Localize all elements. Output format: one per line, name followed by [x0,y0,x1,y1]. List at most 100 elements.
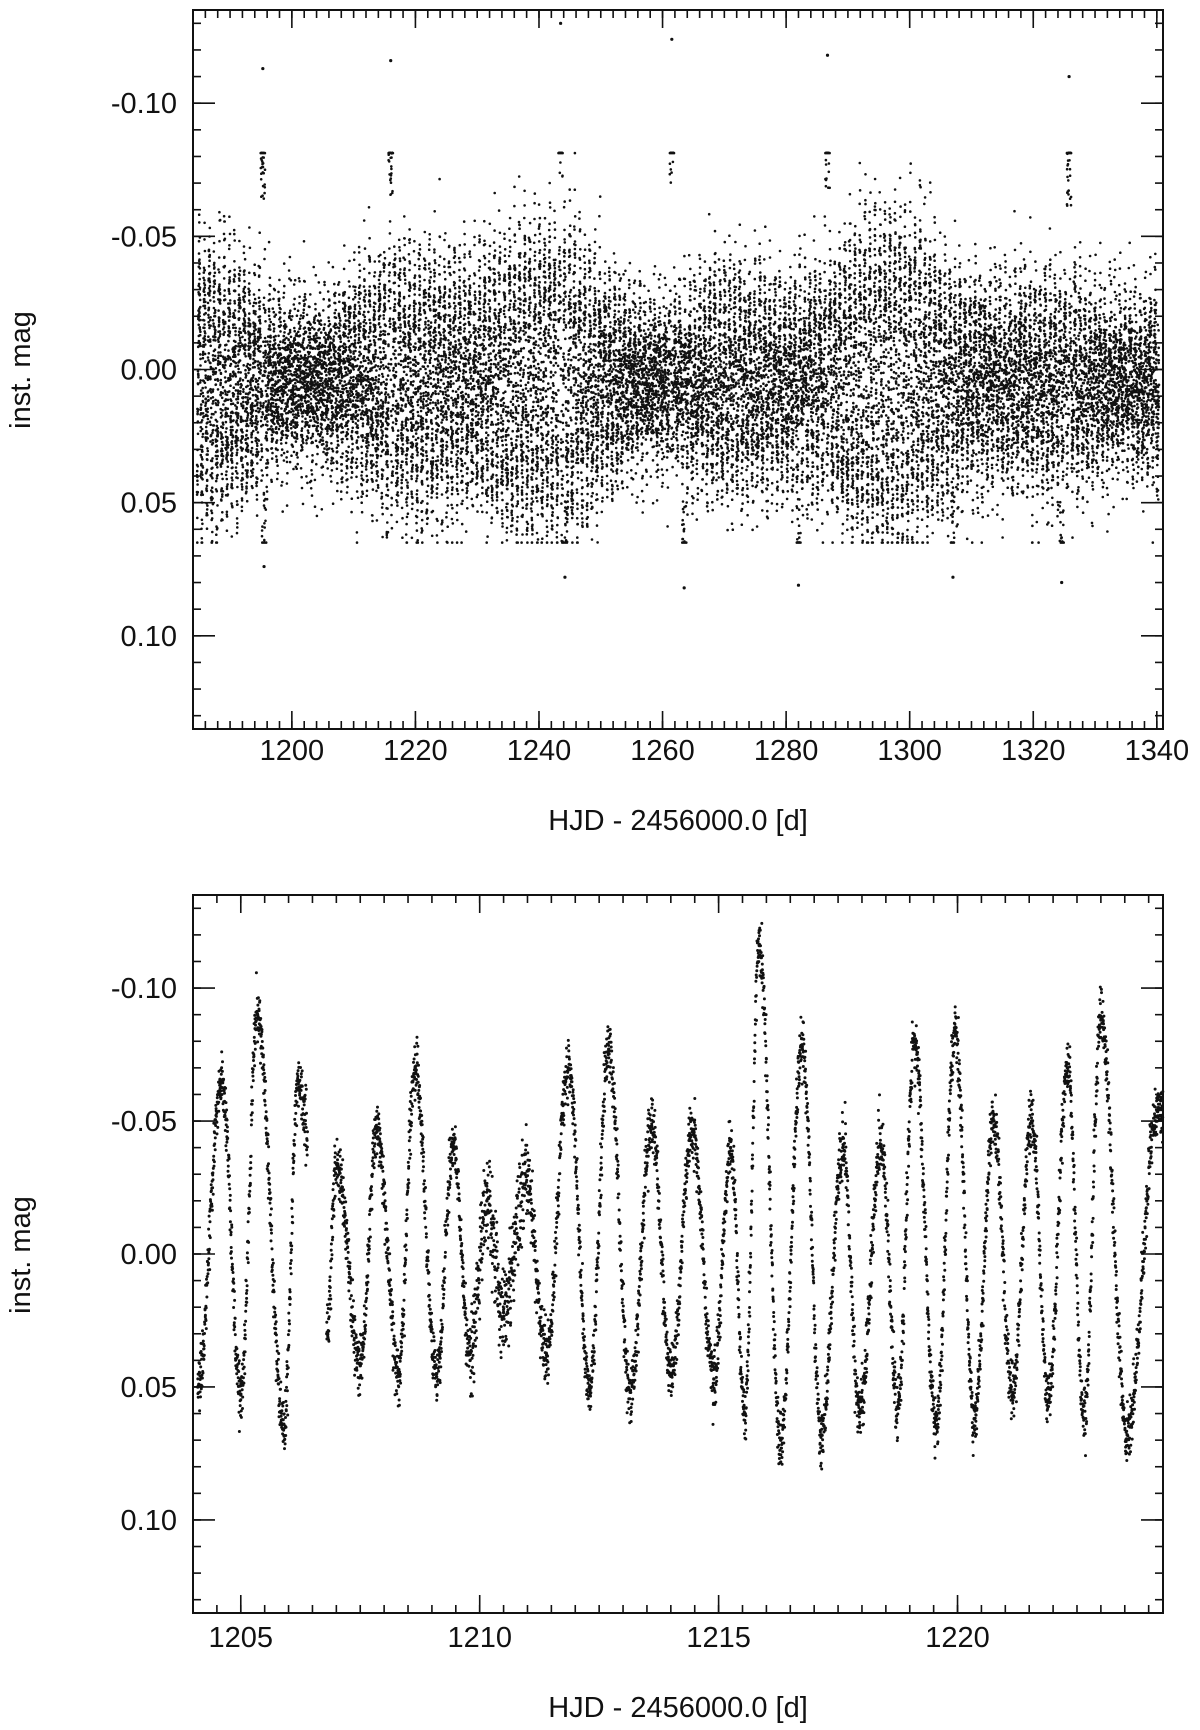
bottom-peak-point [1029,1119,1034,1123]
bottom-trough-point [282,1422,286,1426]
bottom-peak-point [953,1028,957,1033]
top-extreme-point [951,575,955,579]
bottom-ticks [192,895,1163,1613]
bottom-peak-point [523,1172,527,1176]
x-tick-label: 1205 [209,1622,274,1654]
bottom-trough-point [239,1393,243,1397]
bottom-peak-point [296,1082,300,1086]
bottom-peak-point [451,1145,456,1150]
bottom-peak-point [219,1079,224,1083]
bottom-trough-point [1010,1390,1015,1394]
y-tick-label: 0.10 [121,621,177,653]
top-extreme-point [261,66,265,71]
y-tick-label: 0.05 [121,1372,177,1404]
bottom-peak-point [728,1145,733,1150]
top-y-axis-label: inst. mag [5,311,37,429]
x-tick-label: 1210 [447,1622,512,1654]
bottom-trough-point [358,1363,362,1368]
bottom-trough-point [468,1358,472,1363]
bottom-peak-point [375,1129,379,1134]
top-extreme-point [1067,74,1071,79]
bottom-data-points [196,921,1165,1471]
x-tick-label: 1220 [383,735,448,767]
top-ticks [192,10,1163,729]
bottom-trough-point [434,1371,439,1376]
bottom-trough-point [325,1332,329,1336]
top-extreme-point [389,58,393,63]
x-tick-label: 1215 [686,1622,751,1654]
y-tick-label: -0.10 [111,973,177,1005]
top-x-axis-label: HJD - 2456000.0 [d] [548,805,808,837]
bottom-peak-point [650,1124,654,1129]
bottom-x-tick-labels: 1205 1210 1215 1220 [209,1622,990,1654]
bottom-peak-point [800,1044,804,1049]
bottom-trough-point [587,1385,592,1389]
bottom-peak-point [757,943,761,948]
y-tick-label: -0.05 [111,221,177,253]
bottom-trough-point [1125,1433,1129,1437]
bottom-peak-point [912,1039,917,1043]
bottom-trough-point [1082,1417,1086,1421]
bottom-peak-point [841,1145,845,1150]
bottom-plot-frame [192,894,1164,1614]
bottom-peak-point [690,1129,695,1134]
bottom-peak-point [485,1199,489,1203]
bottom-trough-point [972,1417,976,1421]
top-panel: -0.10-0.050.000.050.10 1200 1220 1240 1260 1… [5,9,1189,837]
top-plot-frame [192,9,1164,730]
y-tick-label: 0.05 [121,488,177,520]
x-tick-label: 1240 [507,735,572,767]
bottom-trough-point [1046,1398,1051,1402]
top-extreme-point [825,53,830,57]
bottom-x-axis-label: HJD - 2456000.0 [d] [548,1692,808,1724]
x-tick-label: 1320 [1001,735,1066,767]
top-extreme-point [682,586,686,590]
bottom-peak-point [879,1145,883,1150]
top-extreme-point [559,21,563,25]
bottom-peak-point [334,1161,339,1166]
bottom-trough-point [396,1371,401,1376]
x-tick-label: 1280 [754,735,819,767]
bottom-trough-point [669,1374,673,1379]
y-tick-label: -0.10 [111,88,177,120]
top-extreme-point [1060,580,1064,585]
bottom-panel: -0.10-0.050.000.050.10 1205 1210 1215 1220 … [5,894,1165,1724]
bottom-peak-point [255,1012,260,1017]
bottom-peak-point [566,1066,570,1070]
bottom-data-points-path [196,921,1165,1471]
bottom-trough-point [779,1438,783,1442]
x-tick-label: 1260 [630,735,695,767]
bottom-trough-point [501,1310,506,1315]
bottom-trough-point [544,1353,549,1357]
bottom-peak-point [1099,1018,1103,1022]
bottom-y-axis-label: inst. mag [5,1196,37,1314]
bottom-trough-point [896,1406,900,1410]
y-tick-label: -0.05 [111,1106,177,1138]
bottom-trough-point [743,1411,747,1416]
x-tick-label: 1200 [260,735,325,767]
y-tick-label: 0.00 [121,1239,177,1271]
x-tick-label: 1300 [877,735,942,767]
top-data-points [195,21,1161,590]
x-tick-label: 1220 [925,1622,990,1654]
y-tick-label: 0.00 [121,355,177,387]
bottom-trough-point [712,1377,716,1381]
bottom-trough-point [857,1411,862,1416]
bottom-peak-point [413,1066,417,1070]
top-extreme-point [670,37,674,41]
bottom-peak-point [1156,1106,1160,1110]
x-tick-label: 1340 [1125,735,1190,767]
top-y-tick-labels: -0.10 -0.05 0.00 0.05 0.10 [111,88,177,653]
bottom-trough-point [819,1433,824,1437]
top-data-points-path [195,151,1161,544]
bottom-peak-point [1065,1066,1070,1070]
top-extreme-point [563,575,567,579]
top-extreme-point [796,583,801,587]
top-extreme-point [262,564,266,569]
top-x-tick-labels: 1200 1220 1240 1260 1280 1300 1320 1340 [260,735,1189,767]
bottom-y-tick-labels: -0.10 -0.05 0.00 0.05 0.10 [111,973,177,1537]
bottom-peak-point [607,1047,611,1051]
bottom-peak-point [991,1119,996,1123]
bottom-trough-point [628,1390,632,1394]
